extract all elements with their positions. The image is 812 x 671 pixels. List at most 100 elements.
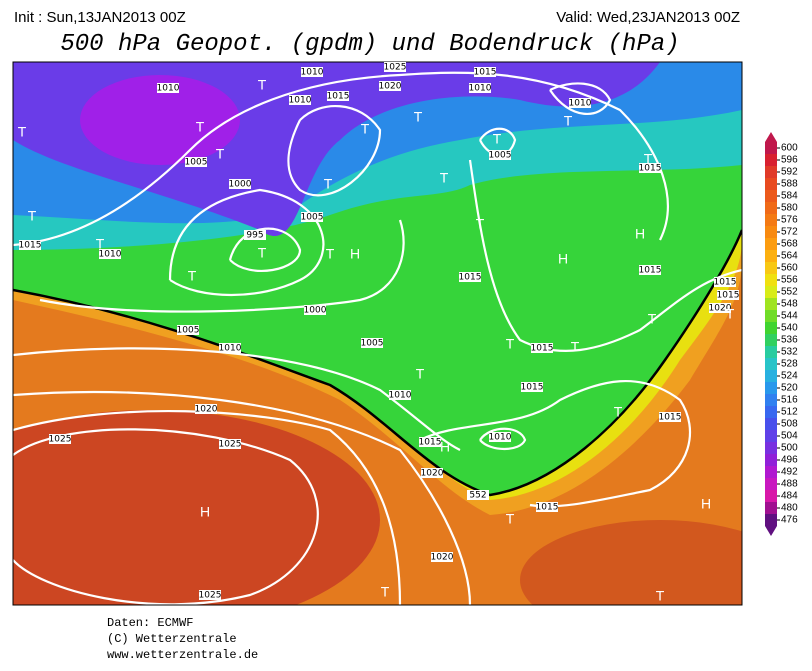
valid-time: Valid: Wed,23JAN2013 00Z — [556, 9, 740, 26]
footer-line: Daten: ECMWF — [107, 616, 193, 630]
isobar-label: 1015 — [659, 413, 682, 423]
label-box — [361, 338, 383, 348]
isobar-label: 1020 — [431, 553, 454, 563]
isobar-label: 1010 — [301, 68, 324, 78]
legend-tick-label: 548 — [781, 299, 798, 310]
legend-tick-label: 600 — [781, 143, 798, 154]
legend-swatch — [765, 178, 777, 190]
legend-swatch — [765, 394, 777, 406]
label-box — [304, 305, 326, 315]
legend-tick-label: 596 — [781, 155, 798, 166]
label-box — [185, 157, 207, 167]
pressure-marker: H — [440, 439, 450, 455]
label-box — [99, 249, 121, 259]
label-box — [431, 552, 453, 562]
label-box — [717, 290, 739, 300]
label-box — [327, 91, 349, 101]
isobar-label: 1015 — [521, 383, 544, 393]
label-box — [421, 468, 443, 478]
pressure-marker: T — [196, 119, 205, 135]
label-box — [531, 343, 553, 353]
pressure-marker: H — [558, 251, 568, 267]
label-box — [157, 83, 179, 93]
legend-tick-label: 524 — [781, 371, 798, 382]
isobar-label: 1020 — [421, 469, 444, 479]
label-box — [244, 230, 266, 240]
legend-swatch — [765, 142, 777, 154]
legend-swatch — [765, 478, 777, 490]
pressure-marker: T — [726, 306, 735, 322]
isobar-label: 1015 — [19, 241, 42, 251]
pressure-marker: T — [656, 588, 665, 604]
legend-tick-label: 580 — [781, 203, 798, 214]
map — [13, 62, 742, 605]
pressure-marker: T — [18, 124, 27, 140]
isobar-label: 1010 — [569, 99, 592, 109]
legend-swatch — [765, 238, 777, 250]
legend-tick-label: 532 — [781, 347, 798, 358]
pressure-marker: T — [326, 246, 335, 262]
legend-swatch — [765, 154, 777, 166]
isobar-label: 1015 — [639, 266, 662, 276]
label-box — [379, 81, 401, 91]
label-box — [229, 179, 251, 189]
label-box — [659, 412, 681, 422]
isobar-label: 1020 — [195, 405, 218, 415]
legend-tick-label: 564 — [781, 251, 798, 262]
legend-tick-label: 492 — [781, 467, 798, 478]
isobar-label: 1000 — [229, 180, 252, 190]
isobar-label: 1010 — [99, 250, 122, 260]
legend-tick-label: 544 — [781, 311, 798, 322]
isobar-label: 995 — [246, 231, 263, 241]
pressure-marker: T — [571, 339, 580, 355]
label-box — [219, 343, 241, 353]
label-box — [474, 67, 496, 77]
isobar-label: 1015 — [639, 164, 662, 174]
legend-tick-label: 508 — [781, 419, 798, 430]
isobar-label: 1005 — [301, 213, 324, 223]
legend-swatch — [765, 466, 777, 478]
legend-swatch — [765, 334, 777, 346]
legend-swatch — [765, 514, 777, 526]
label-box — [459, 272, 481, 282]
footer-line: www.wetterzentrale.de — [107, 648, 258, 662]
legend-tick-label: 500 — [781, 443, 798, 454]
init-time: Init : Sun,13JAN2013 00Z — [14, 9, 186, 26]
isobar-label: 1025 — [199, 591, 222, 601]
label-box — [521, 382, 543, 392]
label-box — [639, 163, 661, 173]
legend-swatch — [765, 226, 777, 238]
legend-tick-label: 516 — [781, 395, 798, 406]
map-labels: 1010 1025 1015 1020 1010 1010 1010 1010 1015 1005… — [18, 62, 739, 604]
label-box — [289, 95, 311, 105]
pressure-marker: T — [506, 336, 515, 352]
legend-tick-label: 540 — [781, 323, 798, 334]
label-box — [709, 303, 731, 313]
label-box — [19, 240, 41, 250]
label-box — [219, 439, 241, 449]
map-frame — [12, 61, 743, 606]
pressure-marker: T — [614, 404, 623, 420]
legend-swatch — [765, 214, 777, 226]
legend-tick-label: 568 — [781, 239, 798, 250]
legend-swatch — [765, 442, 777, 454]
pressure-marker: H — [350, 246, 360, 262]
pressure-marker: T — [188, 268, 197, 284]
legend-swatch — [765, 166, 777, 178]
isobar-label: 1010 — [289, 96, 312, 106]
legend-swatch — [765, 430, 777, 442]
pressure-marker: T — [258, 245, 267, 261]
legend-swatch — [765, 370, 777, 382]
legend-tick-label: 536 — [781, 335, 798, 346]
label-box — [489, 150, 511, 160]
label-box — [49, 434, 71, 444]
isobar-label: 1015 — [714, 278, 737, 288]
legend-tick-label: 480 — [781, 503, 798, 514]
legend-tick-label: 560 — [781, 263, 798, 274]
legend-swatch — [765, 250, 777, 262]
legend-swatch — [765, 418, 777, 430]
label-box — [489, 432, 511, 442]
legend-tick-label: 512 — [781, 407, 798, 418]
legend-tick-label: 488 — [781, 479, 798, 490]
isobar-label: 1015 — [419, 438, 442, 448]
